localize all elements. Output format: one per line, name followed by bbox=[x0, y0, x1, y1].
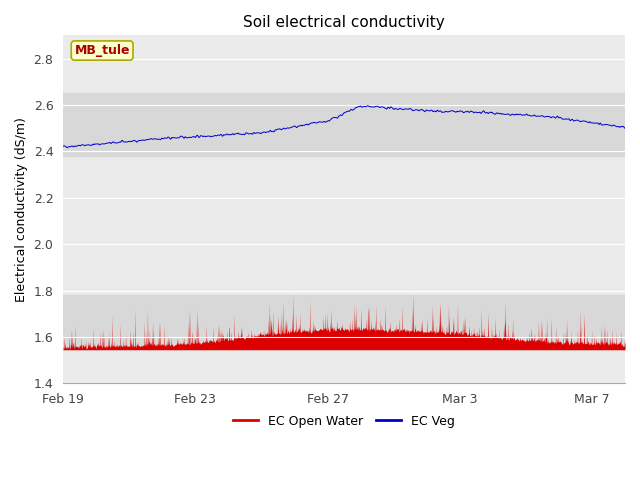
Legend: EC Open Water, EC Veg: EC Open Water, EC Veg bbox=[228, 410, 460, 433]
Y-axis label: Electrical conductivity (dS/m): Electrical conductivity (dS/m) bbox=[15, 117, 28, 302]
Title: Soil electrical conductivity: Soil electrical conductivity bbox=[243, 15, 445, 30]
Bar bbox=[63, 93, 625, 156]
Text: MB_tule: MB_tule bbox=[74, 44, 130, 57]
Bar bbox=[63, 295, 625, 349]
